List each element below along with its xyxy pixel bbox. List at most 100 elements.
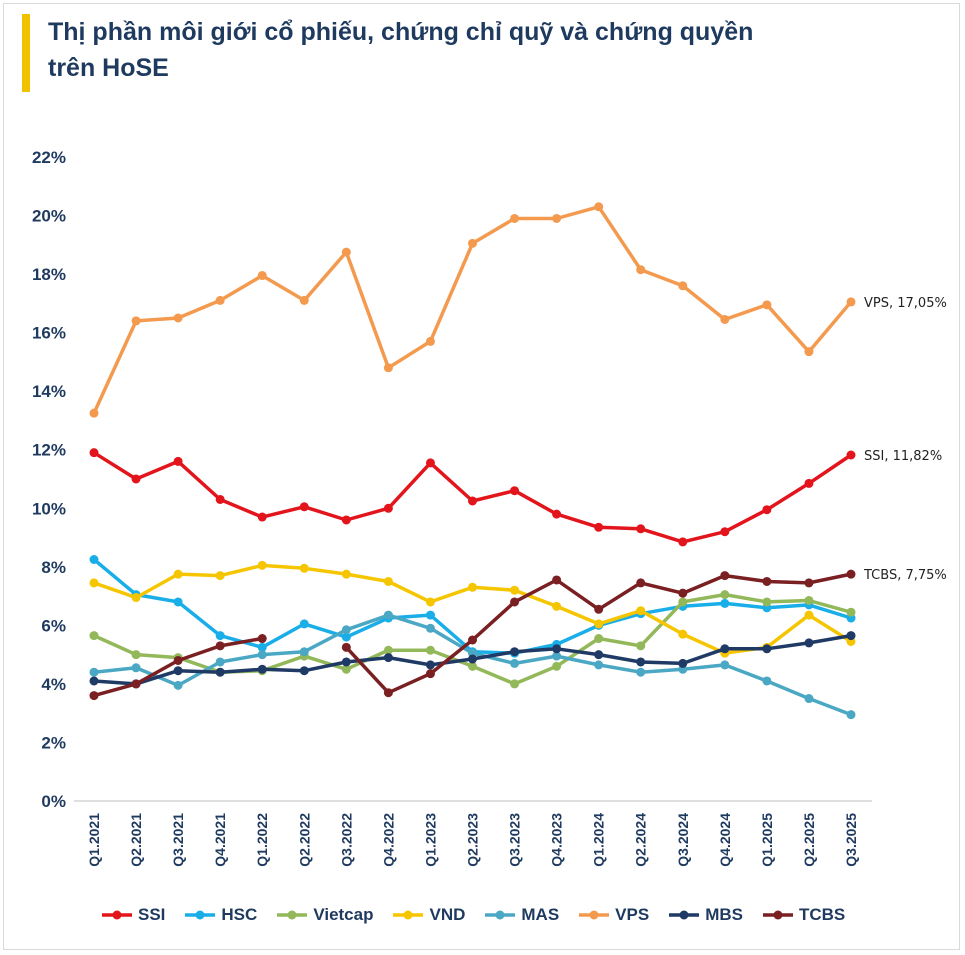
- data-point-vietcap: [383, 645, 393, 655]
- data-point-vps: [720, 314, 730, 324]
- x-tick-label: Q1.2025: [759, 813, 775, 867]
- y-tick-label: 2%: [41, 733, 66, 752]
- data-point-vietcap: [552, 661, 562, 671]
- data-point-vps: [846, 297, 856, 307]
- x-tick-label: Q4.2023: [549, 813, 565, 867]
- data-point-mas: [215, 657, 225, 667]
- x-tick-label: Q2.2022: [296, 813, 312, 867]
- data-point-vps: [257, 271, 267, 281]
- data-point-vietcap: [341, 664, 351, 674]
- data-point-vietcap: [636, 641, 646, 651]
- data-point-vps: [636, 265, 646, 275]
- data-point-mas: [341, 625, 351, 635]
- data-point-vietcap: [468, 661, 477, 671]
- data-point-ssi: [299, 502, 309, 512]
- data-point-hsc: [720, 598, 730, 608]
- data-point-ssi: [468, 496, 477, 506]
- data-point-vietcap: [804, 595, 814, 605]
- legend-swatch-ssi: [102, 910, 132, 920]
- y-tick-label: 0%: [41, 792, 66, 811]
- data-point-mbs: [468, 654, 477, 664]
- legend-item-vnd: VND: [391, 905, 465, 925]
- y-tick-label: 8%: [41, 558, 66, 577]
- legend-label-hsc: HSC: [221, 905, 258, 924]
- data-point-vietcap: [720, 590, 730, 600]
- x-tick-label: Q2.2025: [801, 813, 817, 867]
- legend-label-vietcap: Vietcap: [313, 905, 374, 924]
- y-tick-label: 16%: [32, 324, 66, 343]
- data-point-mas: [89, 667, 99, 677]
- x-tick-label: Q1.2024: [591, 813, 607, 867]
- chart-frame: [3, 3, 960, 950]
- data-point-mbs: [720, 644, 730, 654]
- data-point-mas: [425, 623, 435, 633]
- x-tick-label: Q2.2023: [465, 813, 481, 867]
- data-point-tcbs: [89, 691, 99, 701]
- data-point-mbs: [425, 660, 435, 670]
- data-point-ssi: [173, 456, 183, 466]
- data-point-mas: [510, 658, 520, 668]
- legend-swatch-vps: [579, 910, 610, 920]
- data-point-tcbs: [468, 635, 477, 645]
- line-chart: 0% 2% 4% 6% 8% 10% 12% 14% 16% 18% 20% 22% Q1.2021 Q2…: [32, 148, 947, 867]
- x-tick-label: Q3.2021: [170, 813, 186, 867]
- data-point-tcbs: [552, 575, 562, 585]
- data-point-mas: [131, 663, 141, 673]
- x-tick-label: Q3.2025: [843, 813, 859, 867]
- x-tick-label: Q2.2021: [128, 813, 144, 867]
- data-point-mbs: [299, 666, 309, 676]
- data-point-vnd: [383, 576, 393, 586]
- legend-swatch-tcbs: [762, 910, 793, 920]
- data-point-vps: [215, 295, 225, 305]
- data-point-vps: [89, 408, 99, 418]
- legend-swatch-mbs: [669, 910, 700, 920]
- data-point-vietcap: [762, 597, 772, 607]
- data-point-vnd: [89, 578, 99, 588]
- data-point-tcbs: [425, 669, 435, 679]
- x-tick-label: Q2.2024: [633, 813, 649, 867]
- data-point-ssi: [425, 458, 435, 468]
- data-point-tcbs: [678, 588, 688, 598]
- legend-item-hsc: HSC: [183, 905, 257, 925]
- data-point-vnd: [678, 629, 688, 639]
- data-point-vps: [468, 238, 477, 248]
- legend-label-vps: VPS: [615, 905, 650, 924]
- data-point-vps: [678, 281, 688, 291]
- x-tick-label: Q3.2024: [675, 813, 691, 867]
- y-tick-label: 20%: [32, 207, 66, 226]
- data-point-ssi: [215, 494, 225, 504]
- data-point-hsc: [173, 597, 183, 607]
- data-point-mbs: [173, 666, 183, 676]
- data-point-mbs: [383, 653, 393, 663]
- data-point-vps: [594, 202, 604, 212]
- data-point-mbs: [341, 657, 351, 667]
- chart-title: Thị phần môi giới cổ phiếu, chứng chỉ qu…: [48, 14, 848, 86]
- x-tick-label: Q1.2023: [422, 813, 438, 867]
- data-point-tcbs: [636, 578, 646, 588]
- data-point-mbs: [636, 657, 646, 667]
- data-point-vietcap: [131, 650, 141, 660]
- data-point-mbs: [510, 647, 520, 657]
- data-point-ssi: [383, 503, 393, 513]
- data-point-tcbs: [215, 641, 225, 651]
- data-point-mbs: [762, 644, 772, 654]
- chart-title-line-1: Thị phần môi giới cổ phiếu, chứng chỉ qu…: [48, 18, 754, 46]
- data-point-mas: [383, 610, 393, 620]
- series-line-tcbs: [345, 572, 852, 695]
- data-point-tcbs: [720, 571, 730, 581]
- data-point-vietcap: [425, 645, 435, 655]
- end-label-ssi: SSI, 11,82%: [864, 449, 942, 464]
- data-point-ssi: [131, 474, 141, 484]
- data-point-vnd: [215, 571, 225, 581]
- data-point-ssi: [846, 450, 856, 460]
- data-point-ssi: [636, 524, 646, 534]
- data-point-hsc: [425, 610, 435, 620]
- data-point-mas: [299, 647, 309, 657]
- data-point-vnd: [636, 606, 646, 616]
- data-point-vnd: [341, 569, 351, 579]
- legend-item-mas: MAS: [483, 905, 559, 925]
- data-point-ssi: [510, 486, 520, 496]
- data-point-tcbs: [846, 569, 856, 579]
- data-point-mbs: [594, 650, 604, 660]
- data-point-hsc: [89, 555, 99, 564]
